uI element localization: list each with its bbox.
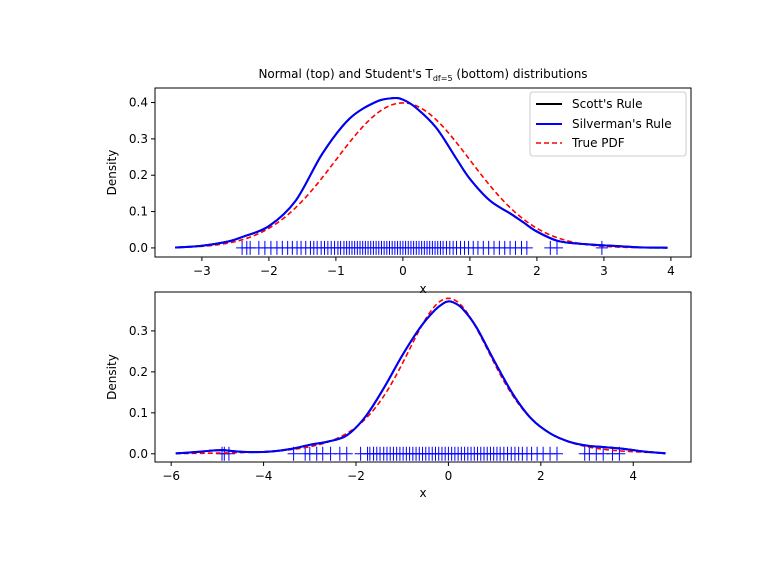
axes-frame [154, 87, 692, 258]
y-tick-label: 0.4 [129, 96, 148, 110]
x-axis-label: x [419, 282, 426, 296]
figure-title-subscript: df=5 [433, 74, 453, 83]
legend: Scott's Rule Silverman's Rule True PDF [529, 91, 687, 157]
rug-mark [595, 240, 608, 255]
scott-rule-line [175, 300, 666, 455]
y-axis-label: Density [105, 354, 119, 400]
x-tick-label: −2 [347, 469, 365, 483]
rug-mark [551, 240, 563, 255]
figure-title: Normal (top) and Student's Tdf=5 (bottom… [258, 67, 587, 83]
x-tick-label: 2 [537, 469, 545, 483]
rug-mark [222, 446, 235, 461]
legend-frame [529, 91, 687, 157]
y-tick-label: 0.1 [129, 205, 148, 219]
silverman-rule-line [175, 300, 666, 455]
figure-title-main: Normal (top) and Student's T [258, 67, 433, 81]
bottom-axes: −6 −4 −2 0 2 4 0.0 0.1 0.2 0.3 x Density [105, 291, 692, 500]
x-tick-label: 4 [629, 469, 637, 483]
y-tick-label: 0.2 [129, 168, 148, 182]
figure-title-tail: (bottom) distributions [453, 67, 588, 81]
x-tick-label: 0 [445, 469, 453, 483]
true-pdf-line [175, 297, 666, 455]
y-tick-label: 0.3 [129, 132, 148, 146]
x-tick-label: −6 [162, 469, 180, 483]
x-tick-label: 3 [600, 264, 608, 278]
legend-true-pdf-label: True PDF [571, 136, 625, 150]
rug-mark [551, 446, 563, 461]
y-tick-label: 0.1 [129, 406, 148, 420]
x-tick-label: 2 [533, 264, 541, 278]
y-tick-label: 0.2 [129, 365, 148, 379]
top-axes: −3 −2 −1 0 1 2 3 4 0.0 0.1 0.2 0.3 0.4 x Density [105, 87, 692, 296]
rug-mark [340, 446, 353, 461]
rug-marks [236, 240, 608, 255]
x-tick-label: 4 [667, 264, 675, 278]
x-tick-label: −1 [327, 264, 345, 278]
x-tick-label: 0 [399, 264, 407, 278]
x-tick-label: −2 [260, 264, 278, 278]
rug-mark [520, 240, 533, 255]
axes-frame [154, 291, 692, 463]
x-tick-label: −3 [193, 264, 211, 278]
legend-silverman-label: Silverman's Rule [572, 117, 672, 131]
y-tick-label: 0.3 [129, 324, 148, 338]
rug-marks [216, 446, 626, 461]
y-tick-label: 0.0 [129, 447, 148, 461]
x-tick-label: 1 [466, 264, 474, 278]
y-axis-label: Density [105, 150, 119, 196]
x-tick-label: −4 [255, 469, 273, 483]
silverman-rule-line [175, 97, 668, 249]
x-axis-label: x [419, 486, 426, 500]
y-tick-label: 0.0 [129, 241, 148, 255]
legend-scott-label: Scott's Rule [572, 97, 642, 111]
